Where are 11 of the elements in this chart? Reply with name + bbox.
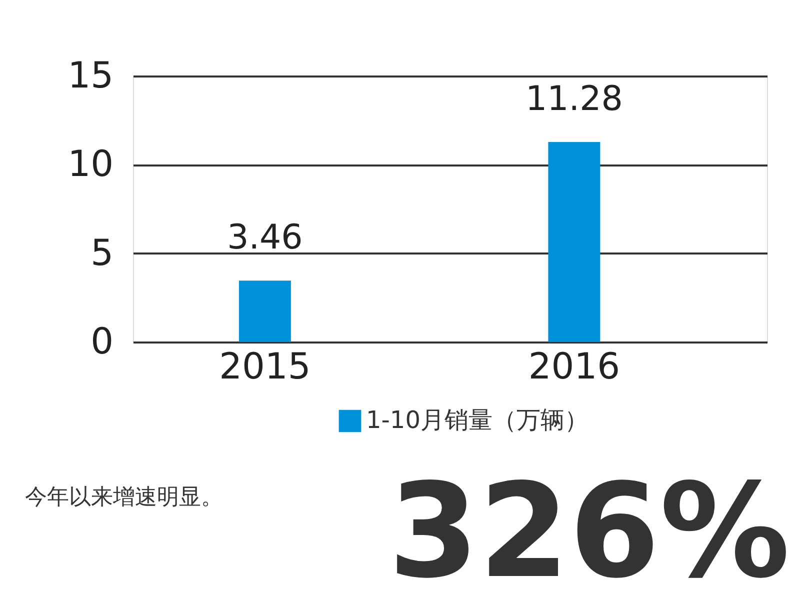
text: 326% — [388, 455, 790, 600]
y-tick-label: 10 — [68, 144, 114, 186]
data-label: 3.46 — [227, 218, 303, 258]
y-tick-label: 0 — [90, 322, 114, 362]
y-tick-label: 5 — [90, 232, 114, 274]
legend-label: 1-10月销量（万辆） — [366, 406, 588, 434]
x-tick-label: 2016 — [528, 346, 620, 388]
y-tick-label: 15 — [68, 56, 114, 96]
text: 今年以来增速明显。 — [25, 485, 223, 510]
data-label: 11.28 — [526, 78, 623, 119]
x-tick-label: 2015 — [219, 346, 311, 388]
